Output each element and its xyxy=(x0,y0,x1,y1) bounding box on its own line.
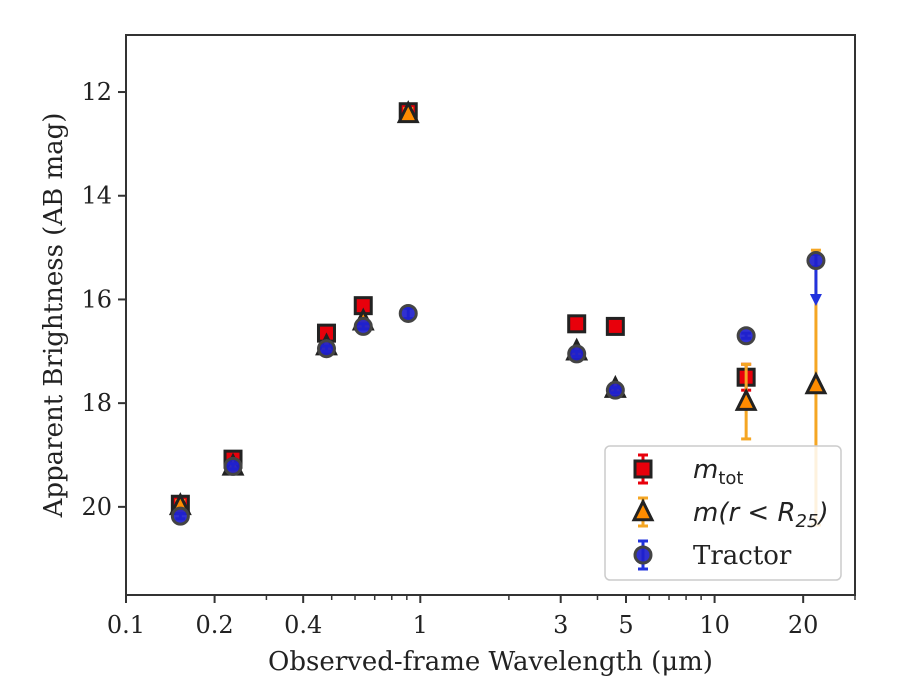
legend: mtot m(r < R25) Tractor xyxy=(604,445,842,581)
legend-marker xyxy=(633,545,653,565)
upper-limit-arrowhead xyxy=(809,294,822,307)
x-axis-title: Observed-frame Wavelength (μm) xyxy=(268,647,713,677)
data-point xyxy=(398,303,418,323)
series-circle xyxy=(170,251,826,526)
legend-marker xyxy=(633,459,653,479)
legend-entry: mtot xyxy=(633,453,743,489)
x-tick-label: 5 xyxy=(618,611,633,639)
data-point xyxy=(567,344,587,364)
x-tick-label: 1 xyxy=(413,611,428,639)
y-tick-label: 16 xyxy=(81,285,112,313)
data-point xyxy=(736,326,756,346)
data-point xyxy=(605,316,625,336)
legend-box xyxy=(604,445,842,581)
data-point xyxy=(396,100,420,124)
data-point xyxy=(734,387,758,411)
x-tick-label: 0.4 xyxy=(284,611,322,639)
data-point xyxy=(170,506,190,526)
data-point xyxy=(605,380,625,400)
x-tick-label: 3 xyxy=(553,611,568,639)
data-point xyxy=(353,316,373,336)
y-tick-label: 18 xyxy=(81,389,112,417)
data-point xyxy=(316,339,336,359)
y-tick-label: 20 xyxy=(81,493,112,521)
y-axis-title: Apparent Brightness (AB mag) xyxy=(39,113,69,519)
x-tick-label: 0.1 xyxy=(107,611,145,639)
x-tick-label: 10 xyxy=(699,611,730,639)
data-point xyxy=(567,314,587,334)
x-tick-label: 20 xyxy=(788,611,819,639)
data-point xyxy=(223,456,243,476)
x-tick-label: 0.2 xyxy=(196,611,234,639)
legend-marker xyxy=(631,498,655,522)
data-point xyxy=(806,251,826,271)
plot-marks xyxy=(168,100,828,527)
legend-label: Tractor xyxy=(693,541,792,571)
legend-entry: Tractor xyxy=(633,539,792,571)
plot-frame xyxy=(125,34,856,596)
legend-label: mtot xyxy=(693,455,743,489)
x-axis-ticks: 0.1 0.2 0.4 1 3 5 10 20 xyxy=(107,595,856,639)
y-axis-ticks: 12 14 16 18 20 xyxy=(81,78,126,521)
data-point xyxy=(804,371,828,395)
legend-label: m(r < R25) xyxy=(693,498,829,532)
y-tick-label: 14 xyxy=(81,182,112,210)
legend-entry: m(r < R25) xyxy=(631,496,829,532)
y-tick-label: 12 xyxy=(81,78,112,106)
